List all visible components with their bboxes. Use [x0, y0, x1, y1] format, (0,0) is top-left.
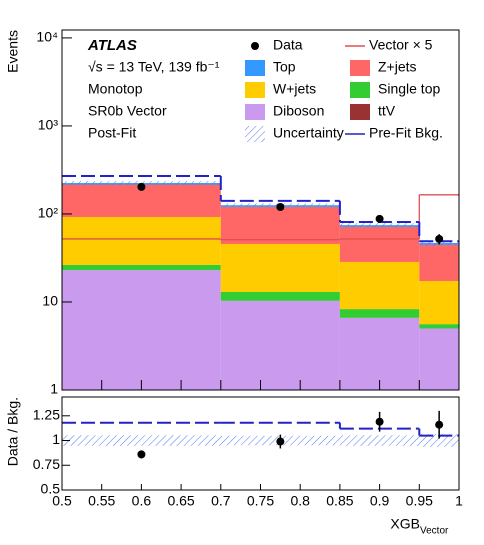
legend-label: Z+jets — [378, 59, 417, 75]
stack-bar — [419, 324, 459, 329]
ratio-y-tick-label: 0.75 — [33, 456, 60, 472]
ratio-point — [375, 417, 384, 426]
legend-label: Uncertainty — [273, 125, 344, 141]
y-label: Events — [5, 30, 21, 73]
legend-label: Pre-Fit Bkg. — [369, 125, 443, 141]
y-tick-label: 10 — [42, 293, 58, 309]
ratio-uncertainty-band — [419, 434, 459, 447]
x-tick-label: 0.9 — [370, 493, 390, 509]
stack-bar — [339, 227, 420, 262]
x-tick-label: 0.5 — [52, 493, 72, 509]
stack-bar — [62, 270, 221, 390]
x-label-sub: Vector — [420, 526, 449, 537]
ratio-point — [435, 420, 444, 429]
legend-swatch — [350, 60, 370, 76]
x-tick-label: 0.85 — [326, 493, 353, 509]
data-point — [435, 234, 444, 243]
ratio-y-tick-label: 1.25 — [33, 407, 60, 423]
ratio-y-label: Data / Bkg. — [5, 397, 21, 466]
y-tick-label: 10² — [38, 205, 59, 221]
legend-swatch — [350, 104, 370, 120]
y-tick-label: 10⁴ — [36, 29, 58, 45]
x-tick-label: 0.75 — [247, 493, 274, 509]
atlas-label: ATLAS — [87, 37, 137, 54]
stack-bar — [339, 309, 420, 318]
stack-bar — [220, 207, 340, 244]
stack-bar — [339, 261, 420, 310]
stack-bar — [419, 245, 459, 282]
ratio-uncertainty-band — [339, 435, 420, 446]
data-point — [276, 202, 285, 211]
legend-label: W+jets — [273, 81, 316, 97]
stack-bar — [220, 300, 340, 390]
uncertainty-band — [339, 223, 420, 228]
x-label: XGB — [390, 516, 420, 532]
stack-bar — [419, 281, 459, 325]
ratio-y-tick-label: 0.5 — [41, 481, 61, 497]
legend-label: Single top — [378, 81, 440, 97]
stack-bar — [220, 243, 340, 292]
legend-label: ttV — [378, 103, 396, 119]
y-tick-label: 1 — [50, 381, 58, 397]
legend-swatch — [350, 82, 370, 98]
stack-bar — [220, 291, 340, 301]
stack-bar — [62, 216, 221, 265]
x-tick-label: 0.55 — [88, 493, 115, 509]
annotation: SR0b Vector — [88, 103, 167, 119]
legend-swatch — [245, 60, 265, 76]
x-tick-label: 0.7 — [211, 493, 231, 509]
legend-swatch — [245, 82, 265, 98]
legend-swatch — [251, 42, 259, 50]
data-point — [137, 182, 146, 191]
x-tick-label: 1 — [455, 493, 463, 509]
annotation: Post-Fit — [88, 125, 136, 141]
legend-label: Vector × 5 — [369, 37, 433, 53]
x-tick-label: 0.6 — [132, 493, 152, 509]
x-tick-label: 0.65 — [167, 493, 194, 509]
x-tick-label: 0.95 — [406, 493, 433, 509]
legend-swatch — [245, 104, 265, 120]
ratio-y-tick-label: 1 — [52, 431, 60, 447]
data-point — [375, 214, 384, 223]
legend-label: Data — [273, 37, 303, 53]
ratio-point — [137, 450, 146, 459]
legend-swatch — [245, 126, 265, 142]
ratio-point — [276, 437, 285, 446]
stack-bar — [339, 317, 420, 390]
energy-label: √s = 13 TeV, 139 fb⁻¹ — [88, 59, 220, 75]
legend-label: Diboson — [273, 103, 324, 119]
legend-label: Top — [273, 59, 296, 75]
ratio-uncertainty-band — [62, 435, 221, 446]
y-tick-label: 10³ — [38, 117, 59, 133]
stack-bar — [419, 328, 459, 390]
stack-bar — [62, 264, 221, 271]
annotation: Monotop — [88, 81, 143, 97]
x-tick-label: 0.8 — [290, 493, 310, 509]
